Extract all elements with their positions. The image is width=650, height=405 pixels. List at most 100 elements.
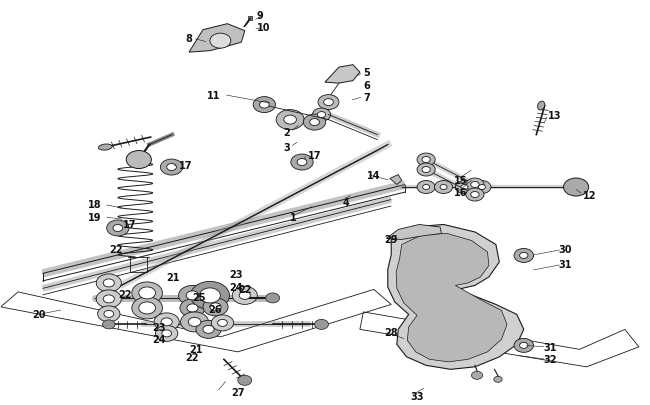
Circle shape	[103, 295, 114, 303]
Text: 9: 9	[257, 11, 263, 21]
Text: 13: 13	[548, 110, 562, 120]
Circle shape	[211, 315, 233, 331]
Circle shape	[422, 185, 430, 190]
Circle shape	[422, 157, 430, 163]
Circle shape	[494, 376, 502, 382]
Circle shape	[126, 151, 151, 169]
Circle shape	[317, 112, 326, 118]
Text: 2: 2	[283, 128, 290, 138]
Circle shape	[132, 282, 162, 304]
Text: 33: 33	[411, 391, 424, 401]
Text: 11: 11	[207, 90, 220, 100]
Circle shape	[186, 291, 199, 300]
Text: 10: 10	[257, 23, 270, 33]
Text: 29: 29	[384, 235, 398, 245]
Text: 23: 23	[229, 270, 243, 280]
Polygon shape	[189, 25, 245, 53]
Circle shape	[161, 318, 172, 326]
Text: 15: 15	[454, 175, 467, 185]
Circle shape	[196, 321, 221, 339]
Polygon shape	[388, 225, 524, 369]
Text: 17: 17	[179, 160, 192, 170]
Circle shape	[155, 326, 178, 341]
Text: 27: 27	[231, 387, 244, 397]
Circle shape	[103, 320, 115, 329]
Circle shape	[478, 185, 486, 190]
Circle shape	[315, 320, 328, 330]
Circle shape	[324, 99, 333, 107]
Text: 30: 30	[558, 245, 572, 255]
Circle shape	[313, 109, 331, 122]
Text: 32: 32	[543, 354, 557, 364]
Circle shape	[188, 318, 201, 326]
Circle shape	[456, 181, 474, 194]
Circle shape	[297, 159, 307, 166]
Circle shape	[304, 115, 326, 131]
Text: 31: 31	[558, 260, 572, 270]
Circle shape	[180, 299, 205, 317]
Circle shape	[466, 189, 484, 202]
Text: 17: 17	[307, 150, 321, 160]
Circle shape	[181, 312, 209, 332]
Text: 22: 22	[185, 352, 199, 362]
Circle shape	[422, 167, 430, 173]
Circle shape	[440, 185, 447, 190]
Circle shape	[514, 249, 534, 263]
Circle shape	[107, 220, 129, 237]
Circle shape	[259, 102, 269, 109]
Circle shape	[139, 287, 155, 299]
Circle shape	[104, 311, 114, 318]
Circle shape	[103, 279, 114, 287]
Circle shape	[96, 290, 122, 308]
Text: 22: 22	[118, 290, 131, 300]
Text: 8: 8	[185, 34, 192, 44]
Circle shape	[318, 95, 339, 110]
Polygon shape	[396, 234, 507, 362]
Circle shape	[519, 343, 528, 348]
Polygon shape	[390, 175, 402, 185]
Circle shape	[291, 155, 313, 171]
Circle shape	[162, 330, 172, 337]
Text: 24: 24	[153, 335, 166, 345]
Circle shape	[179, 286, 207, 306]
Circle shape	[190, 282, 229, 310]
Circle shape	[113, 225, 123, 232]
Circle shape	[309, 119, 319, 126]
Circle shape	[519, 253, 528, 259]
Circle shape	[203, 298, 228, 316]
Text: 14: 14	[367, 170, 380, 180]
Text: 18: 18	[88, 200, 102, 210]
Circle shape	[514, 339, 534, 352]
Circle shape	[284, 116, 296, 125]
Circle shape	[473, 181, 491, 194]
Text: 17: 17	[123, 220, 136, 230]
Text: 22: 22	[238, 285, 252, 295]
Text: 22: 22	[109, 245, 122, 255]
Polygon shape	[325, 66, 360, 84]
Circle shape	[210, 34, 231, 49]
Circle shape	[166, 164, 176, 171]
Circle shape	[434, 181, 452, 194]
Circle shape	[466, 179, 484, 192]
Text: 26: 26	[209, 305, 222, 315]
Circle shape	[139, 302, 155, 314]
Circle shape	[200, 288, 220, 303]
Circle shape	[461, 185, 468, 190]
Circle shape	[417, 181, 436, 194]
Circle shape	[96, 274, 122, 292]
Text: 20: 20	[32, 310, 46, 320]
Text: 21: 21	[166, 272, 180, 282]
Text: 3: 3	[283, 143, 290, 153]
Circle shape	[98, 306, 120, 322]
Circle shape	[276, 110, 304, 130]
Circle shape	[471, 192, 479, 198]
Circle shape	[471, 182, 479, 188]
Circle shape	[417, 153, 436, 166]
Ellipse shape	[98, 145, 112, 151]
Circle shape	[564, 179, 589, 196]
Text: 12: 12	[583, 190, 597, 200]
Text: 1: 1	[290, 213, 297, 222]
Text: 25: 25	[192, 292, 206, 302]
Circle shape	[238, 375, 252, 386]
Text: 23: 23	[153, 322, 166, 332]
